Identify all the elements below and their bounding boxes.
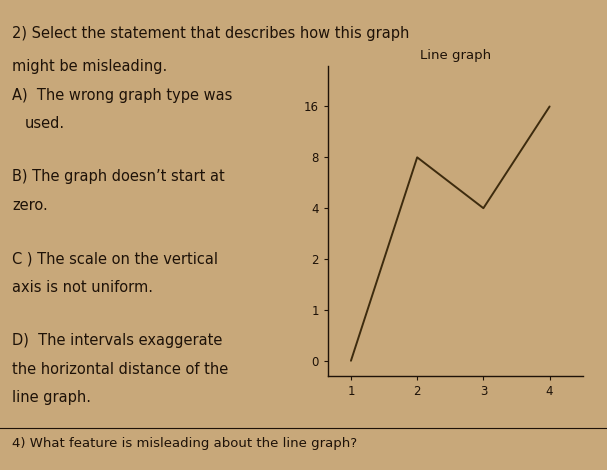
Text: line graph.: line graph.	[12, 390, 91, 405]
Text: zero.: zero.	[12, 198, 48, 213]
Text: B) The graph doesn’t start at: B) The graph doesn’t start at	[12, 170, 225, 185]
Text: axis is not uniform.: axis is not uniform.	[12, 280, 153, 295]
Text: 4) What feature is misleading about the line graph?: 4) What feature is misleading about the …	[12, 437, 358, 449]
Text: 2) Select the statement that describes how this graph: 2) Select the statement that describes h…	[12, 26, 410, 41]
Text: the horizontal distance of the: the horizontal distance of the	[12, 362, 228, 376]
Text: C ) The scale on the vertical: C ) The scale on the vertical	[12, 251, 218, 266]
Text: D)  The intervals exaggerate: D) The intervals exaggerate	[12, 333, 223, 348]
Title: Line graph: Line graph	[419, 49, 491, 62]
Text: A)  The wrong graph type was: A) The wrong graph type was	[12, 88, 232, 103]
Text: might be misleading.: might be misleading.	[12, 59, 168, 74]
Text: used.: used.	[24, 117, 64, 131]
